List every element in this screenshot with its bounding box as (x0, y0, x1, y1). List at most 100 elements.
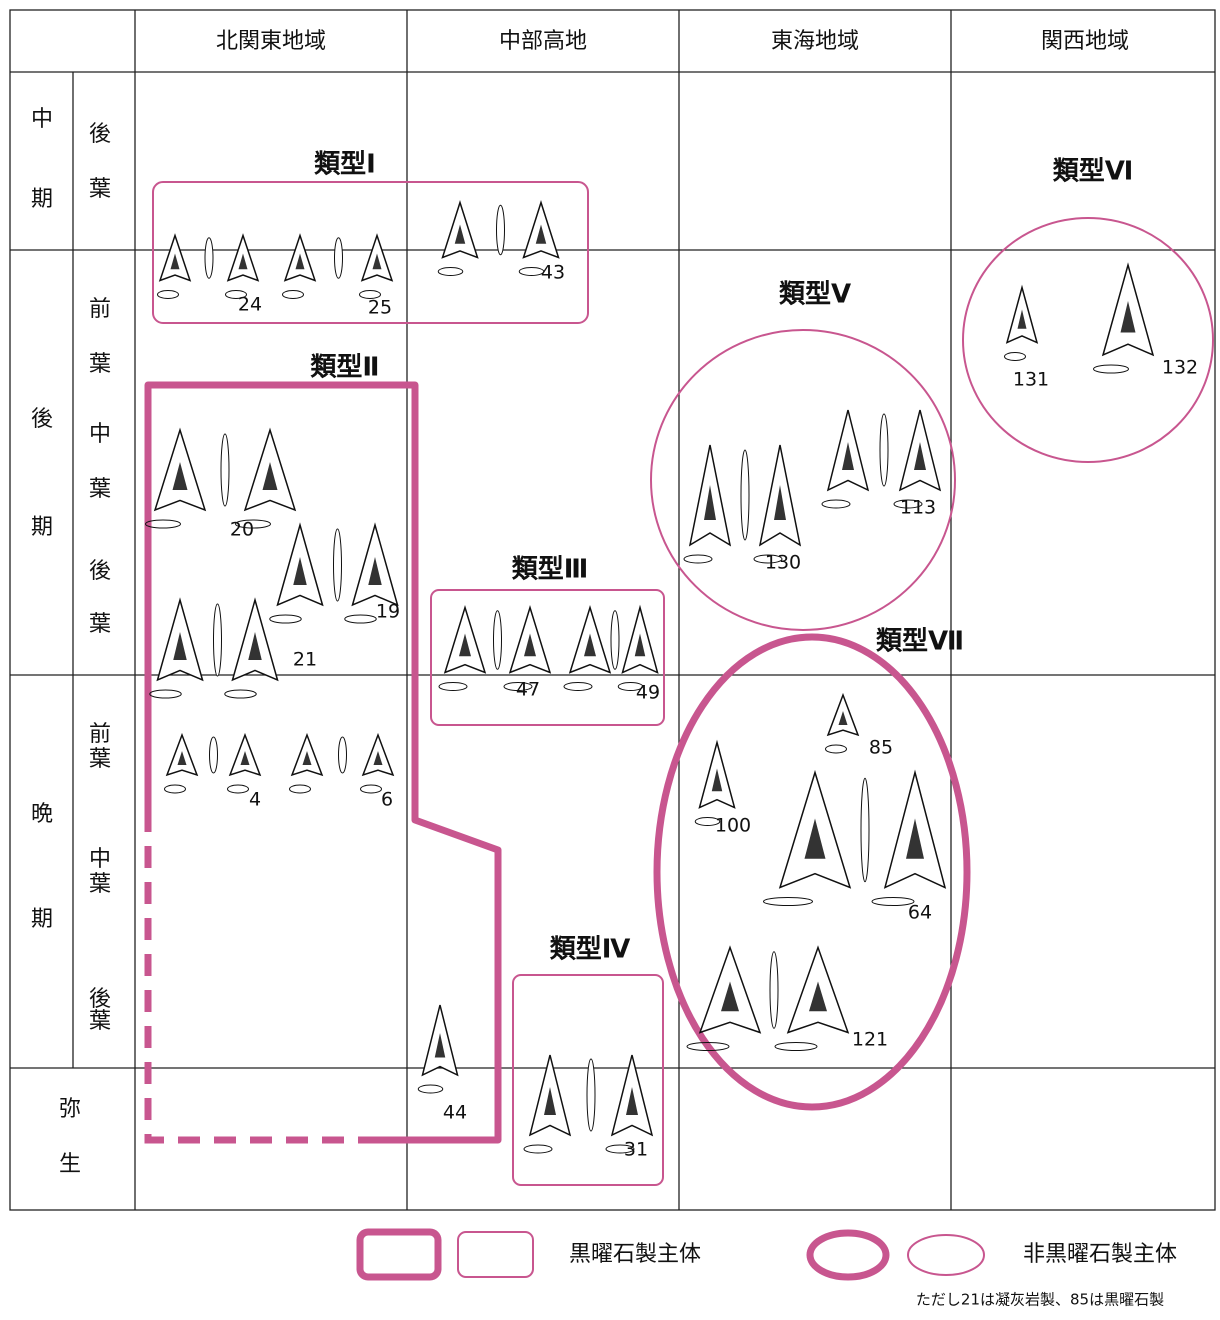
cross-section (344, 614, 377, 624)
cross-section (694, 817, 721, 826)
arrowhead-shade (906, 818, 924, 859)
cross-section (825, 744, 847, 754)
artifact-number: 85 (869, 737, 893, 759)
arrowhead-shade (711, 768, 723, 792)
arrowhead-shade (373, 751, 383, 765)
cross-section (503, 682, 533, 691)
cross-section (821, 499, 851, 509)
side-view (334, 237, 343, 279)
artifact-number: 24 (238, 294, 262, 316)
subperiod-label: 葉 (89, 177, 111, 202)
subperiod-label: 前 (89, 297, 111, 322)
cross-section (1093, 364, 1129, 374)
cross-section (225, 290, 247, 299)
cross-section (360, 784, 382, 794)
cross-section (224, 689, 257, 699)
cross-section (683, 554, 713, 564)
side-view (333, 528, 342, 602)
cross-section (518, 267, 545, 276)
side-view (338, 736, 347, 774)
footnote: ただし21は凝灰岩製、85は黒曜石製 (916, 1291, 1164, 1309)
side-view (220, 433, 230, 507)
arrowhead-shade (842, 442, 854, 470)
artifact-number: 113 (900, 497, 936, 519)
cross-section (437, 267, 464, 276)
period-label: 期 (31, 515, 53, 540)
artifact-number: 130 (765, 552, 801, 574)
artifact-number: 43 (541, 262, 565, 284)
arrowhead-shade (454, 224, 466, 244)
period-label: 弥 (59, 1097, 81, 1122)
cross-section (289, 784, 311, 794)
arrowhead-shade (459, 633, 471, 657)
arrowhead-shade (809, 981, 827, 1012)
arrowhead-shade (368, 557, 382, 585)
type-outlines (144, 181, 1214, 1186)
type-label: 類型Ⅲ (512, 555, 589, 585)
artifact-number: 64 (908, 902, 932, 924)
subperiod-label: 葉 (89, 612, 111, 637)
side-view (769, 951, 779, 1029)
cross-section (227, 784, 249, 794)
subperiod-label: 後 (89, 987, 111, 1012)
cross-section (686, 1042, 730, 1051)
subperiod-label: 中 (89, 847, 111, 872)
column-header: 中部高地 (499, 29, 587, 54)
type-label: 類型Ⅱ (310, 353, 379, 383)
arrowhead-shade (372, 253, 382, 270)
cross-section (417, 1084, 444, 1094)
artifact-number: 44 (443, 1102, 467, 1124)
side-view (610, 610, 620, 670)
type-label: 類型Ⅴ (779, 280, 851, 310)
cross-section (523, 1144, 553, 1154)
cross-section (893, 499, 923, 509)
side-view (496, 204, 505, 256)
type-label: 類型Ⅰ (314, 150, 376, 180)
subperiod-label: 中 (89, 422, 111, 447)
cross-section (774, 1042, 818, 1051)
arrowhead-shade (172, 462, 188, 490)
subperiod-label: 後 (89, 122, 111, 147)
period-label: 期 (31, 187, 53, 212)
side-view (740, 449, 750, 541)
arrowhead-shade (774, 485, 786, 520)
arrowhead-shade (914, 442, 926, 470)
artifact-number: 6 (381, 789, 393, 811)
side-view (860, 777, 870, 883)
column-header: 関西地域 (1041, 29, 1129, 54)
table-grid (9, 9, 1216, 1211)
arrowhead-shade (626, 1087, 638, 1115)
arrowhead-shade (434, 1033, 446, 1058)
cross-section (617, 682, 644, 691)
arrowhead-shade (177, 751, 187, 765)
legend-label: 非黒曜石製主体 (1023, 1242, 1177, 1267)
side-view (213, 603, 222, 677)
cross-section (269, 614, 302, 624)
arrowhead-shade (1120, 301, 1136, 333)
arrowhead-shade (704, 485, 716, 520)
artifact-number: 4 (249, 789, 261, 811)
period-label: 後 (31, 407, 53, 432)
artifact-number: 132 (1162, 357, 1198, 379)
cross-section (1004, 352, 1026, 361)
subperiod-label: 葉 (89, 477, 111, 502)
subperiod-label: 葉 (89, 747, 111, 772)
arrowhead-shade (838, 711, 848, 725)
cross-section (157, 290, 179, 299)
side-view (879, 413, 889, 487)
arrowhead-shade (544, 1087, 556, 1115)
artifact-number: 21 (293, 649, 317, 671)
subperiod-label: 葉 (89, 872, 111, 897)
column-header: 北関東地域 (216, 29, 326, 54)
artifact-number: 131 (1013, 369, 1049, 391)
cross-section (563, 682, 593, 691)
cross-section (438, 682, 468, 691)
artifact-number: 25 (368, 297, 392, 319)
cross-section (145, 519, 181, 529)
cross-section (282, 290, 304, 299)
arrowhead-shade (238, 253, 248, 270)
arrowhead-shade (262, 462, 278, 490)
subperiod-label: 前 (89, 722, 111, 747)
artifact-number: 49 (636, 682, 660, 704)
period-label: 生 (59, 1152, 81, 1177)
